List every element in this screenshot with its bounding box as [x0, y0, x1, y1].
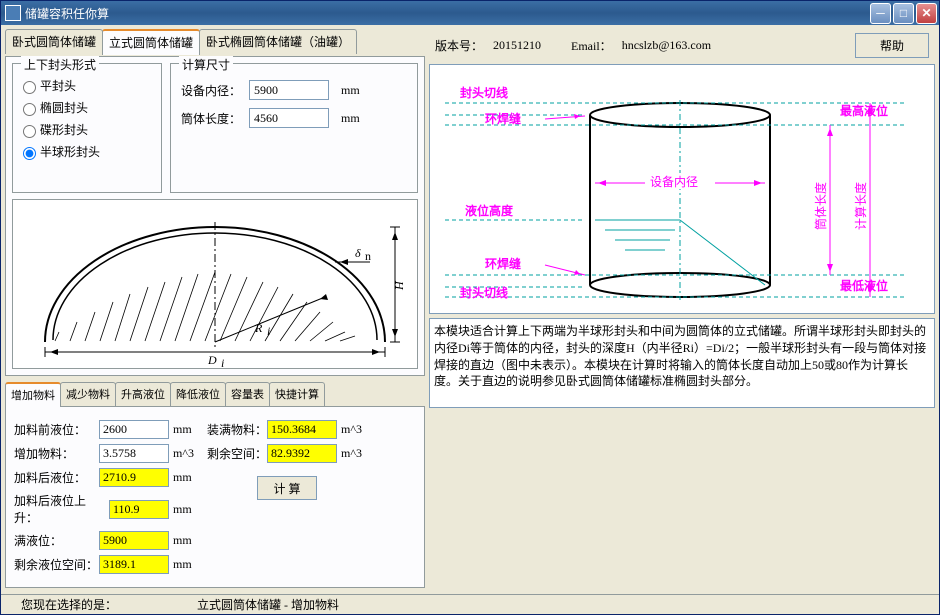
help-button[interactable]: 帮助: [855, 33, 929, 58]
full-label: 满液位：: [14, 532, 99, 549]
svg-text:封头切线: 封头切线: [460, 285, 508, 300]
status-bar: 您现在选择的是： 立式圆筒体储罐 - 增加物料: [1, 594, 939, 614]
calc-size-fieldset: 计算尺寸 设备内径： mm 筒体长度： mm: [170, 63, 418, 193]
main-tabs: 卧式圆筒体储罐 立式圆筒体储罐 卧式椭圆筒体储罐（油罐）: [5, 29, 425, 54]
svg-text:最低液位: 最低液位: [840, 278, 888, 293]
description-text: 本模块适合计算上下两端为半球形封头和中间为圆筒体的立式储罐。所谓半球形封头即封头…: [434, 324, 926, 388]
space-input[interactable]: [267, 444, 337, 463]
svg-text:封头切线: 封头切线: [460, 85, 508, 100]
fill-input[interactable]: [267, 420, 337, 439]
email-value: hncslzb@163.com: [622, 38, 711, 53]
btab-quick-calc[interactable]: 快捷计算: [269, 382, 325, 406]
app-icon: [5, 5, 21, 21]
before-label: 加料前液位：: [14, 421, 99, 438]
version-label: 版本号：: [435, 37, 483, 54]
head-diagram: Di Ri H δn: [12, 199, 418, 369]
svg-text:i: i: [221, 356, 224, 367]
app-window: 储罐容积任你算 ─ □ ✕ 卧式圆筒体储罐 立式圆筒体储罐 卧式椭圆筒体储罐（油…: [0, 0, 940, 615]
schematic-inner-diam: 设备内径: [650, 175, 698, 189]
svg-text:最高液位: 最高液位: [840, 103, 888, 118]
tab-vertical-cylinder[interactable]: 立式圆筒体储罐: [102, 29, 200, 55]
fill-label: 装满物料：: [207, 421, 267, 438]
bottom-tabs-section: 增加物料 减少物料 升高液位 降低液位 容量表 快捷计算 加料前液位：mm 增加…: [5, 382, 425, 588]
maximize-button[interactable]: □: [893, 3, 914, 24]
calc-size-legend: 计算尺寸: [179, 56, 233, 73]
svg-text:R: R: [254, 321, 263, 335]
status-selection: 立式圆筒体储罐 - 增加物料: [197, 596, 339, 613]
close-button[interactable]: ✕: [916, 3, 937, 24]
left-panel: 卧式圆筒体储罐 立式圆筒体储罐 卧式椭圆筒体储罐（油罐） 上下封头形式 平封头 …: [5, 29, 425, 590]
titlebar[interactable]: 储罐容积任你算 ─ □ ✕: [1, 1, 939, 25]
description-box: 本模块适合计算上下两端为半球形封头和中间为圆筒体的立式储罐。所谓半球形封头即封头…: [429, 318, 935, 408]
svg-text:计算长度: 计算长度: [853, 182, 868, 230]
svg-text:δ: δ: [355, 246, 361, 260]
right-panel: 版本号： 20151210 Email： hncslzb@163.com 帮助: [429, 29, 935, 590]
minimize-button[interactable]: ─: [870, 3, 891, 24]
content-area: 卧式圆筒体储罐 立式圆筒体储罐 卧式椭圆筒体储罐（油罐） 上下封头形式 平封头 …: [1, 25, 939, 594]
before-input[interactable]: [99, 420, 169, 439]
svg-text:筒体长度: 筒体长度: [813, 182, 828, 230]
radio-hemisphere-head[interactable]: 半球形封头: [23, 143, 151, 160]
add-input[interactable]: [99, 444, 169, 463]
add-label: 增加物料：: [14, 445, 99, 462]
email-label: Email：: [571, 37, 612, 54]
svg-text:D: D: [207, 353, 217, 367]
length-label: 筒体长度：: [181, 110, 241, 127]
after-label: 加料后液位：: [14, 469, 99, 486]
svg-text:环焊缝: 环焊缝: [485, 111, 521, 126]
svg-text:环焊缝: 环焊缝: [485, 256, 521, 271]
diameter-unit: mm: [341, 83, 360, 98]
rise-input[interactable]: [109, 500, 169, 519]
calculate-button[interactable]: 计 算: [257, 476, 317, 500]
btab-capacity-table[interactable]: 容量表: [225, 382, 270, 406]
length-input[interactable]: [249, 108, 329, 128]
info-bar: 版本号： 20151210 Email： hncslzb@163.com 帮助: [429, 29, 935, 62]
svg-text:液位高度: 液位高度: [465, 203, 514, 218]
tank-schematic: 设备内径 筒体长度 计算长度 封头切线 环焊缝 最高液位 液位高度 环焊缝 封头…: [429, 64, 935, 314]
radio-flat-head[interactable]: 平封头: [23, 77, 151, 94]
svg-text:n: n: [365, 249, 371, 263]
rise-label: 加料后液位上升：: [14, 492, 109, 526]
diameter-input[interactable]: [249, 80, 329, 100]
remain-input[interactable]: [99, 555, 169, 574]
full-input[interactable]: [99, 531, 169, 550]
btab-reduce-material[interactable]: 减少物料: [60, 382, 116, 406]
btab-add-material[interactable]: 增加物料: [5, 382, 61, 407]
main-tab-panel: 上下封头形式 平封头 椭圆封头 碟形封头 半球形封头 计算尺寸 设备内径：: [5, 56, 425, 376]
bottom-panel: 加料前液位：mm 增加物料：m^3 加料后液位：mm 加料后液位上升：mm 满液…: [5, 406, 425, 588]
radio-dish-head[interactable]: 碟形封头: [23, 121, 151, 138]
tab-horizontal-ellipse[interactable]: 卧式椭圆筒体储罐（油罐）: [199, 29, 357, 54]
status-prefix: 您现在选择的是：: [21, 596, 117, 613]
svg-text:i: i: [267, 324, 270, 338]
tab-horizontal-cylinder[interactable]: 卧式圆筒体储罐: [5, 29, 103, 54]
svg-text:H: H: [392, 280, 406, 291]
window-title: 储罐容积任你算: [25, 5, 870, 22]
btab-lower-level[interactable]: 降低液位: [170, 382, 226, 406]
head-style-fieldset: 上下封头形式 平封头 椭圆封头 碟形封头 半球形封头: [12, 63, 162, 193]
after-input[interactable]: [99, 468, 169, 487]
diameter-label: 设备内径：: [181, 82, 241, 99]
radio-ellipse-head[interactable]: 椭圆封头: [23, 99, 151, 116]
version-value: 20151210: [493, 38, 541, 53]
space-label: 剩余空间：: [207, 445, 267, 462]
length-unit: mm: [341, 111, 360, 126]
btab-raise-level[interactable]: 升高液位: [115, 382, 171, 406]
remain-label: 剩余液位空间：: [14, 556, 99, 573]
head-style-legend: 上下封头形式: [21, 56, 99, 73]
